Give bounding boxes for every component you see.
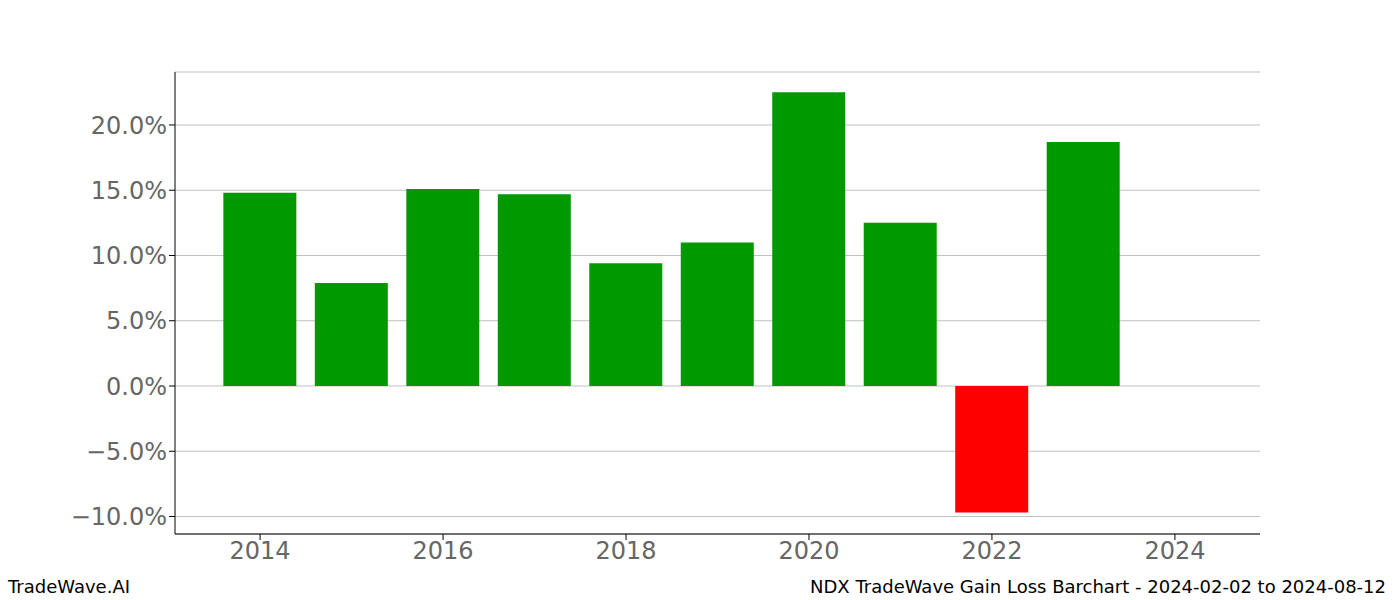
svg-text:10.0%: 10.0% [91, 242, 167, 270]
svg-text:0.0%: 0.0% [106, 373, 167, 401]
svg-text:15.0%: 15.0% [91, 177, 167, 205]
svg-text:2018: 2018 [595, 537, 656, 565]
svg-text:20.0%: 20.0% [91, 112, 167, 140]
svg-text:2020: 2020 [778, 537, 839, 565]
svg-text:2016: 2016 [413, 537, 474, 565]
svg-text:2014: 2014 [230, 537, 291, 565]
svg-text:2024: 2024 [1144, 537, 1205, 565]
html-text:TradeWave.AI: TradeWave.AI [8, 576, 130, 597]
svg-text:5.0%: 5.0% [106, 307, 167, 335]
svg-text:2022: 2022 [961, 537, 1022, 565]
svg-text:−10.0%: −10.0% [71, 503, 167, 531]
svg-text:−5.0%: −5.0% [86, 438, 167, 466]
html-text:NDX TradeWave Gain Loss Barcha: NDX TradeWave Gain Loss Barchart - 2024-… [810, 576, 1386, 597]
